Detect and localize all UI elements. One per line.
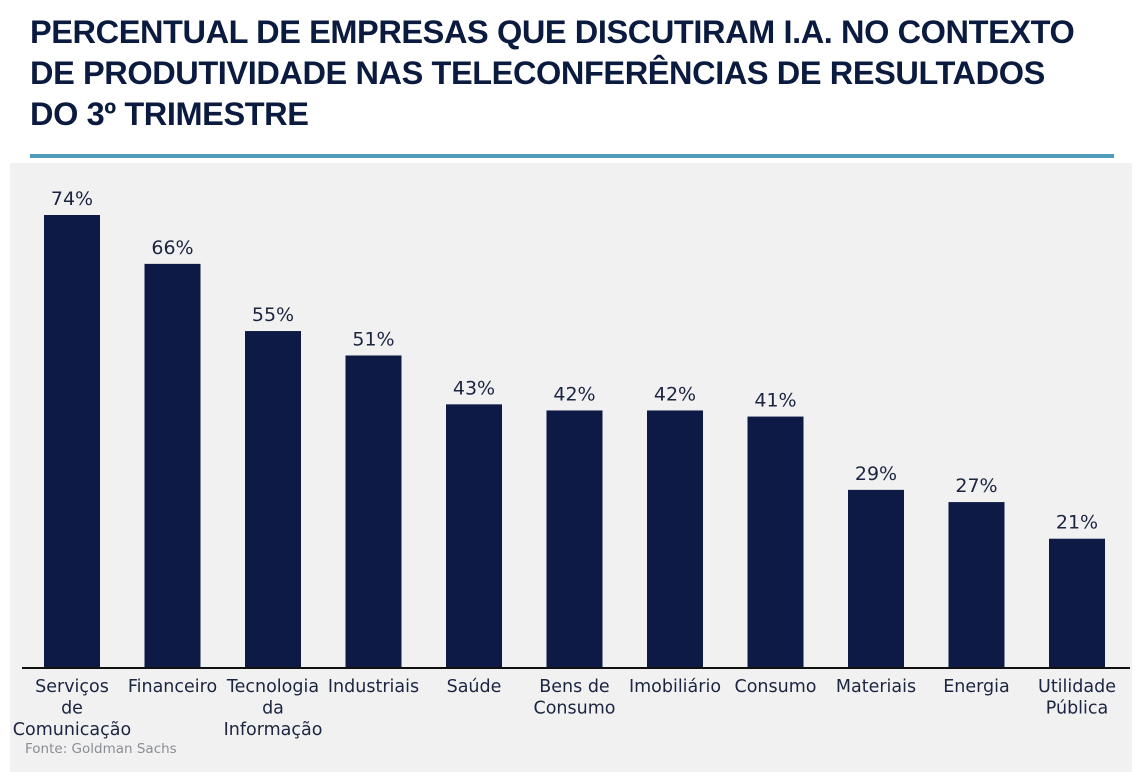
source-note: Fonte: Goldman Sachs [25, 741, 177, 757]
category-label-line: Comunicação [13, 720, 131, 740]
value-label-7: 41% [754, 390, 796, 412]
category-label-line: Pública [1046, 699, 1109, 719]
title-underline-rule [30, 154, 1114, 158]
category-label-5: Bens de Consumo [534, 677, 616, 719]
value-labels-layer: 74% 66% 55% 51% 43% 42% 42% 41% 29% 27% 21% [51, 188, 1098, 534]
chart-title-line-1: PERCENTUAL DE EMPRESAS QUE DISCUTIRAM I.… [30, 14, 1075, 50]
category-label-line: Consumo [534, 699, 616, 719]
category-label-line: Tecnologia [226, 677, 319, 697]
category-label-4: Saúde [447, 677, 502, 697]
value-label-0: 74% [51, 188, 93, 210]
value-label-2: 55% [252, 304, 294, 326]
value-label-1: 66% [151, 237, 193, 259]
bar-3 [345, 355, 402, 667]
bar-10 [1049, 538, 1105, 667]
category-label-7: Consumo [735, 677, 817, 697]
category-label-line: Materiais [836, 677, 916, 697]
value-label-4: 43% [453, 377, 495, 399]
category-label-line: Imobiliário [629, 677, 721, 697]
bar-1 [144, 263, 201, 667]
category-label-line: Bens de [539, 677, 609, 697]
bar-5 [546, 410, 603, 667]
category-label-10: Utilidade Pública [1038, 677, 1116, 719]
category-label-line: Energia [943, 677, 1010, 697]
category-label-8: Materiais [836, 677, 916, 697]
category-label-line: da [262, 699, 284, 719]
category-label-6: Imobiliário [629, 677, 721, 697]
chart-title: PERCENTUAL DE EMPRESAS QUE DISCUTIRAM I.… [30, 12, 1130, 135]
bars-layer [44, 215, 1105, 667]
category-label-0: Serviços de Comunicação [13, 677, 131, 740]
bar-0 [44, 215, 100, 667]
category-label-1: Financeiro [128, 677, 217, 697]
category-label-line: Industriais [328, 677, 419, 697]
category-label-line: Saúde [447, 677, 502, 697]
value-label-9: 27% [955, 475, 997, 497]
bar-6 [647, 410, 703, 667]
bar-4 [446, 404, 502, 667]
category-label-line: de [61, 699, 83, 719]
value-label-8: 29% [855, 463, 897, 485]
bar-9 [948, 502, 1005, 667]
category-label-line: Serviços [35, 677, 109, 697]
value-label-3: 51% [352, 328, 394, 350]
category-label-2: Tecnologia da Informação [224, 677, 323, 740]
category-label-3: Industriais [328, 677, 419, 697]
chart-title-line-2: DE PRODUTIVIDADE NAS TELECONFERÊNCIAS DE… [30, 55, 1045, 91]
bar-8 [848, 489, 904, 667]
chart-title-line-3: DO 3º TRIMESTRE [30, 96, 309, 132]
category-label-9: Energia [943, 677, 1010, 697]
category-label-line: Consumo [735, 677, 817, 697]
category-label-line: Financeiro [128, 677, 217, 697]
bar-2 [245, 331, 301, 667]
value-label-6: 42% [654, 383, 696, 405]
value-label-5: 42% [553, 383, 595, 405]
category-label-line: Informação [224, 720, 323, 740]
category-label-line: Utilidade [1038, 677, 1116, 697]
value-label-10: 21% [1056, 512, 1098, 534]
bar-7 [747, 416, 804, 667]
